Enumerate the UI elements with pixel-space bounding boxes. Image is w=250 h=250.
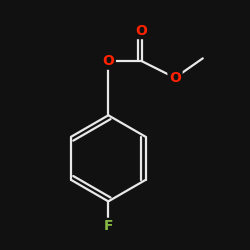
Text: F: F (104, 220, 113, 234)
Text: O: O (136, 24, 147, 38)
Text: O: O (169, 71, 181, 85)
Text: O: O (102, 54, 114, 68)
